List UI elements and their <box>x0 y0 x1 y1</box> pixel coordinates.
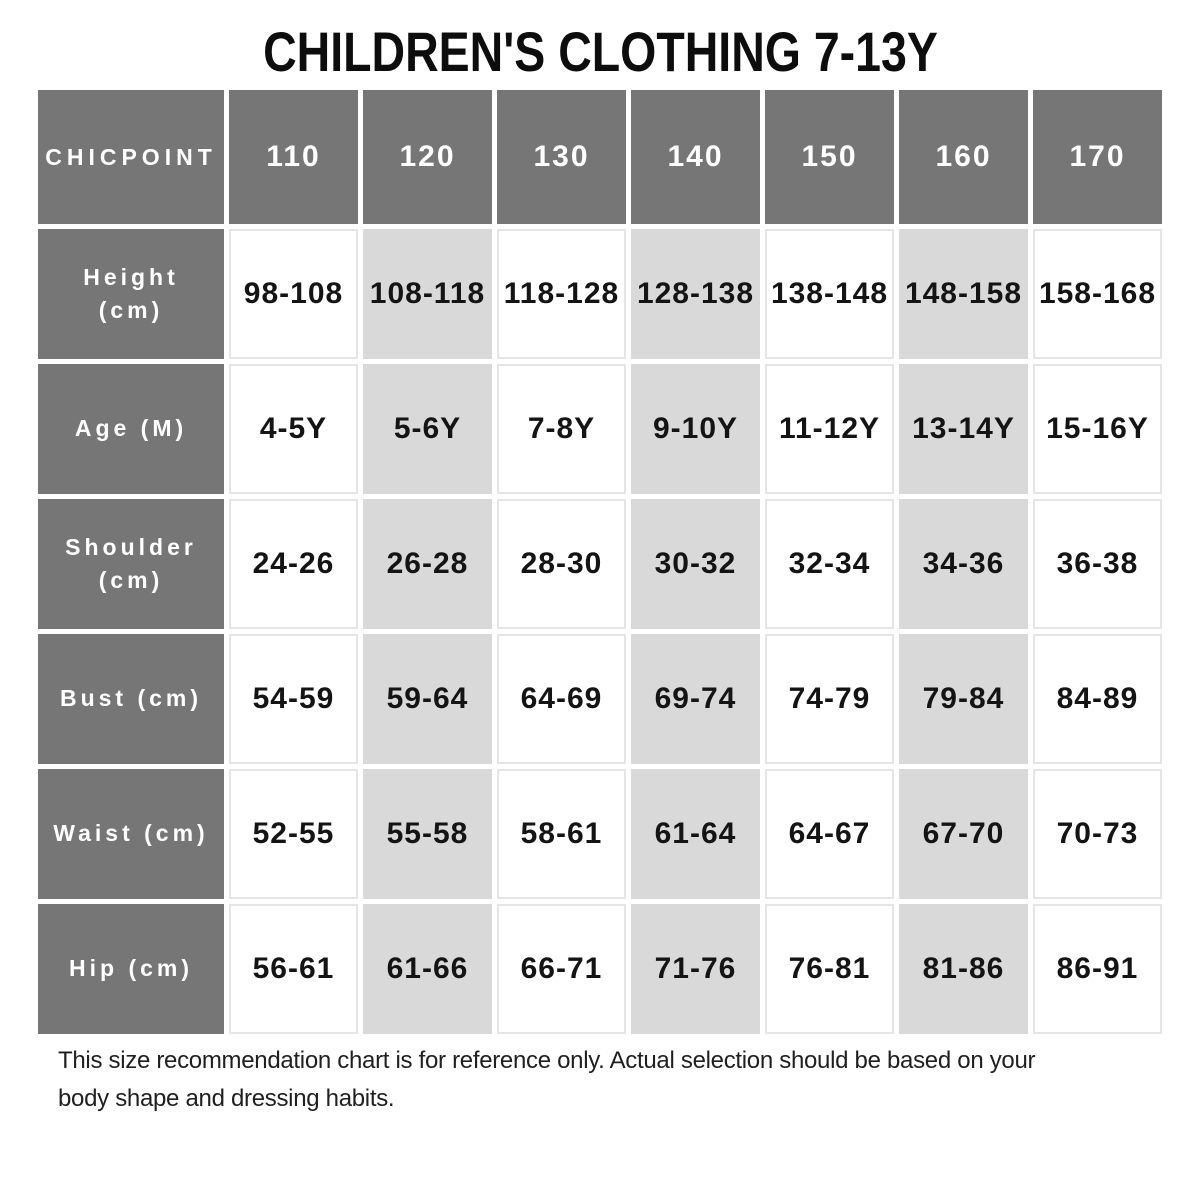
footer-note: This size recommendation chart is for re… <box>58 1042 1150 1118</box>
size-cell: 52-55 <box>229 769 358 899</box>
size-cell: 59-64 <box>363 634 492 764</box>
header-cell-brand: CHICPOINT <box>38 90 224 224</box>
size-cell: 67-70 <box>899 769 1028 899</box>
size-cell: 98-108 <box>229 229 358 359</box>
size-cell: 138-148 <box>765 229 894 359</box>
header-cell-size-140: 140 <box>631 90 760 224</box>
row-label-hip: Hip (cm) <box>38 904 224 1034</box>
size-cell: 64-69 <box>497 634 626 764</box>
size-cell: 58-61 <box>497 769 626 899</box>
size-cell: 13-14Y <box>899 364 1028 494</box>
size-cell: 5-6Y <box>363 364 492 494</box>
row-label-waist: Waist (cm) <box>38 769 224 899</box>
row-label-bust: Bust (cm) <box>38 634 224 764</box>
size-cell: 70-73 <box>1033 769 1162 899</box>
size-cell: 34-36 <box>899 499 1028 629</box>
size-cell: 32-34 <box>765 499 894 629</box>
header-cell-size-110: 110 <box>229 90 358 224</box>
size-chart-table: CHICPOINT 110 120 130 140 150 160 170 He… <box>0 90 1200 1034</box>
size-cell: 64-67 <box>765 769 894 899</box>
size-cell: 26-28 <box>363 499 492 629</box>
size-cell: 30-32 <box>631 499 760 629</box>
size-cell: 61-64 <box>631 769 760 899</box>
header-cell-size-170: 170 <box>1033 90 1162 224</box>
size-cell: 54-59 <box>229 634 358 764</box>
size-cell: 11-12Y <box>765 364 894 494</box>
size-cell: 86-91 <box>1033 904 1162 1034</box>
header-cell-size-130: 130 <box>497 90 626 224</box>
size-cell: 66-71 <box>497 904 626 1034</box>
size-cell: 81-86 <box>899 904 1028 1034</box>
row-label-height: Height (cm) <box>38 229 224 359</box>
row-label-shoulder: Shoulder (cm) <box>38 499 224 629</box>
page-title: CHILDREN'S CLOTHING 7-13Y <box>0 22 1200 82</box>
size-cell: 158-168 <box>1033 229 1162 359</box>
footer-note-line: This size recommendation chart is for re… <box>58 1047 1036 1074</box>
size-cell: 56-61 <box>229 904 358 1034</box>
size-cell: 128-138 <box>631 229 760 359</box>
size-cell: 118-128 <box>497 229 626 359</box>
size-cell: 36-38 <box>1033 499 1162 629</box>
row-label-age: Age (M) <box>38 364 224 494</box>
size-cell: 74-79 <box>765 634 894 764</box>
header-cell-size-160: 160 <box>899 90 1028 224</box>
size-cell: 108-118 <box>363 229 492 359</box>
page-title-text: CHILDREN'S CLOTHING 7-13Y <box>262 20 938 83</box>
footer-note-line: body shape and dressing habits. <box>58 1085 395 1112</box>
size-cell: 69-74 <box>631 634 760 764</box>
size-cell: 79-84 <box>899 634 1028 764</box>
size-cell: 61-66 <box>363 904 492 1034</box>
size-cell: 76-81 <box>765 904 894 1034</box>
size-cell: 84-89 <box>1033 634 1162 764</box>
size-cell: 148-158 <box>899 229 1028 359</box>
size-cell: 15-16Y <box>1033 364 1162 494</box>
size-cell: 71-76 <box>631 904 760 1034</box>
size-cell: 4-5Y <box>229 364 358 494</box>
header-cell-size-120: 120 <box>363 90 492 224</box>
size-cell: 7-8Y <box>497 364 626 494</box>
size-cell: 24-26 <box>229 499 358 629</box>
size-cell: 9-10Y <box>631 364 760 494</box>
size-cell: 55-58 <box>363 769 492 899</box>
size-cell: 28-30 <box>497 499 626 629</box>
header-cell-size-150: 150 <box>765 90 894 224</box>
